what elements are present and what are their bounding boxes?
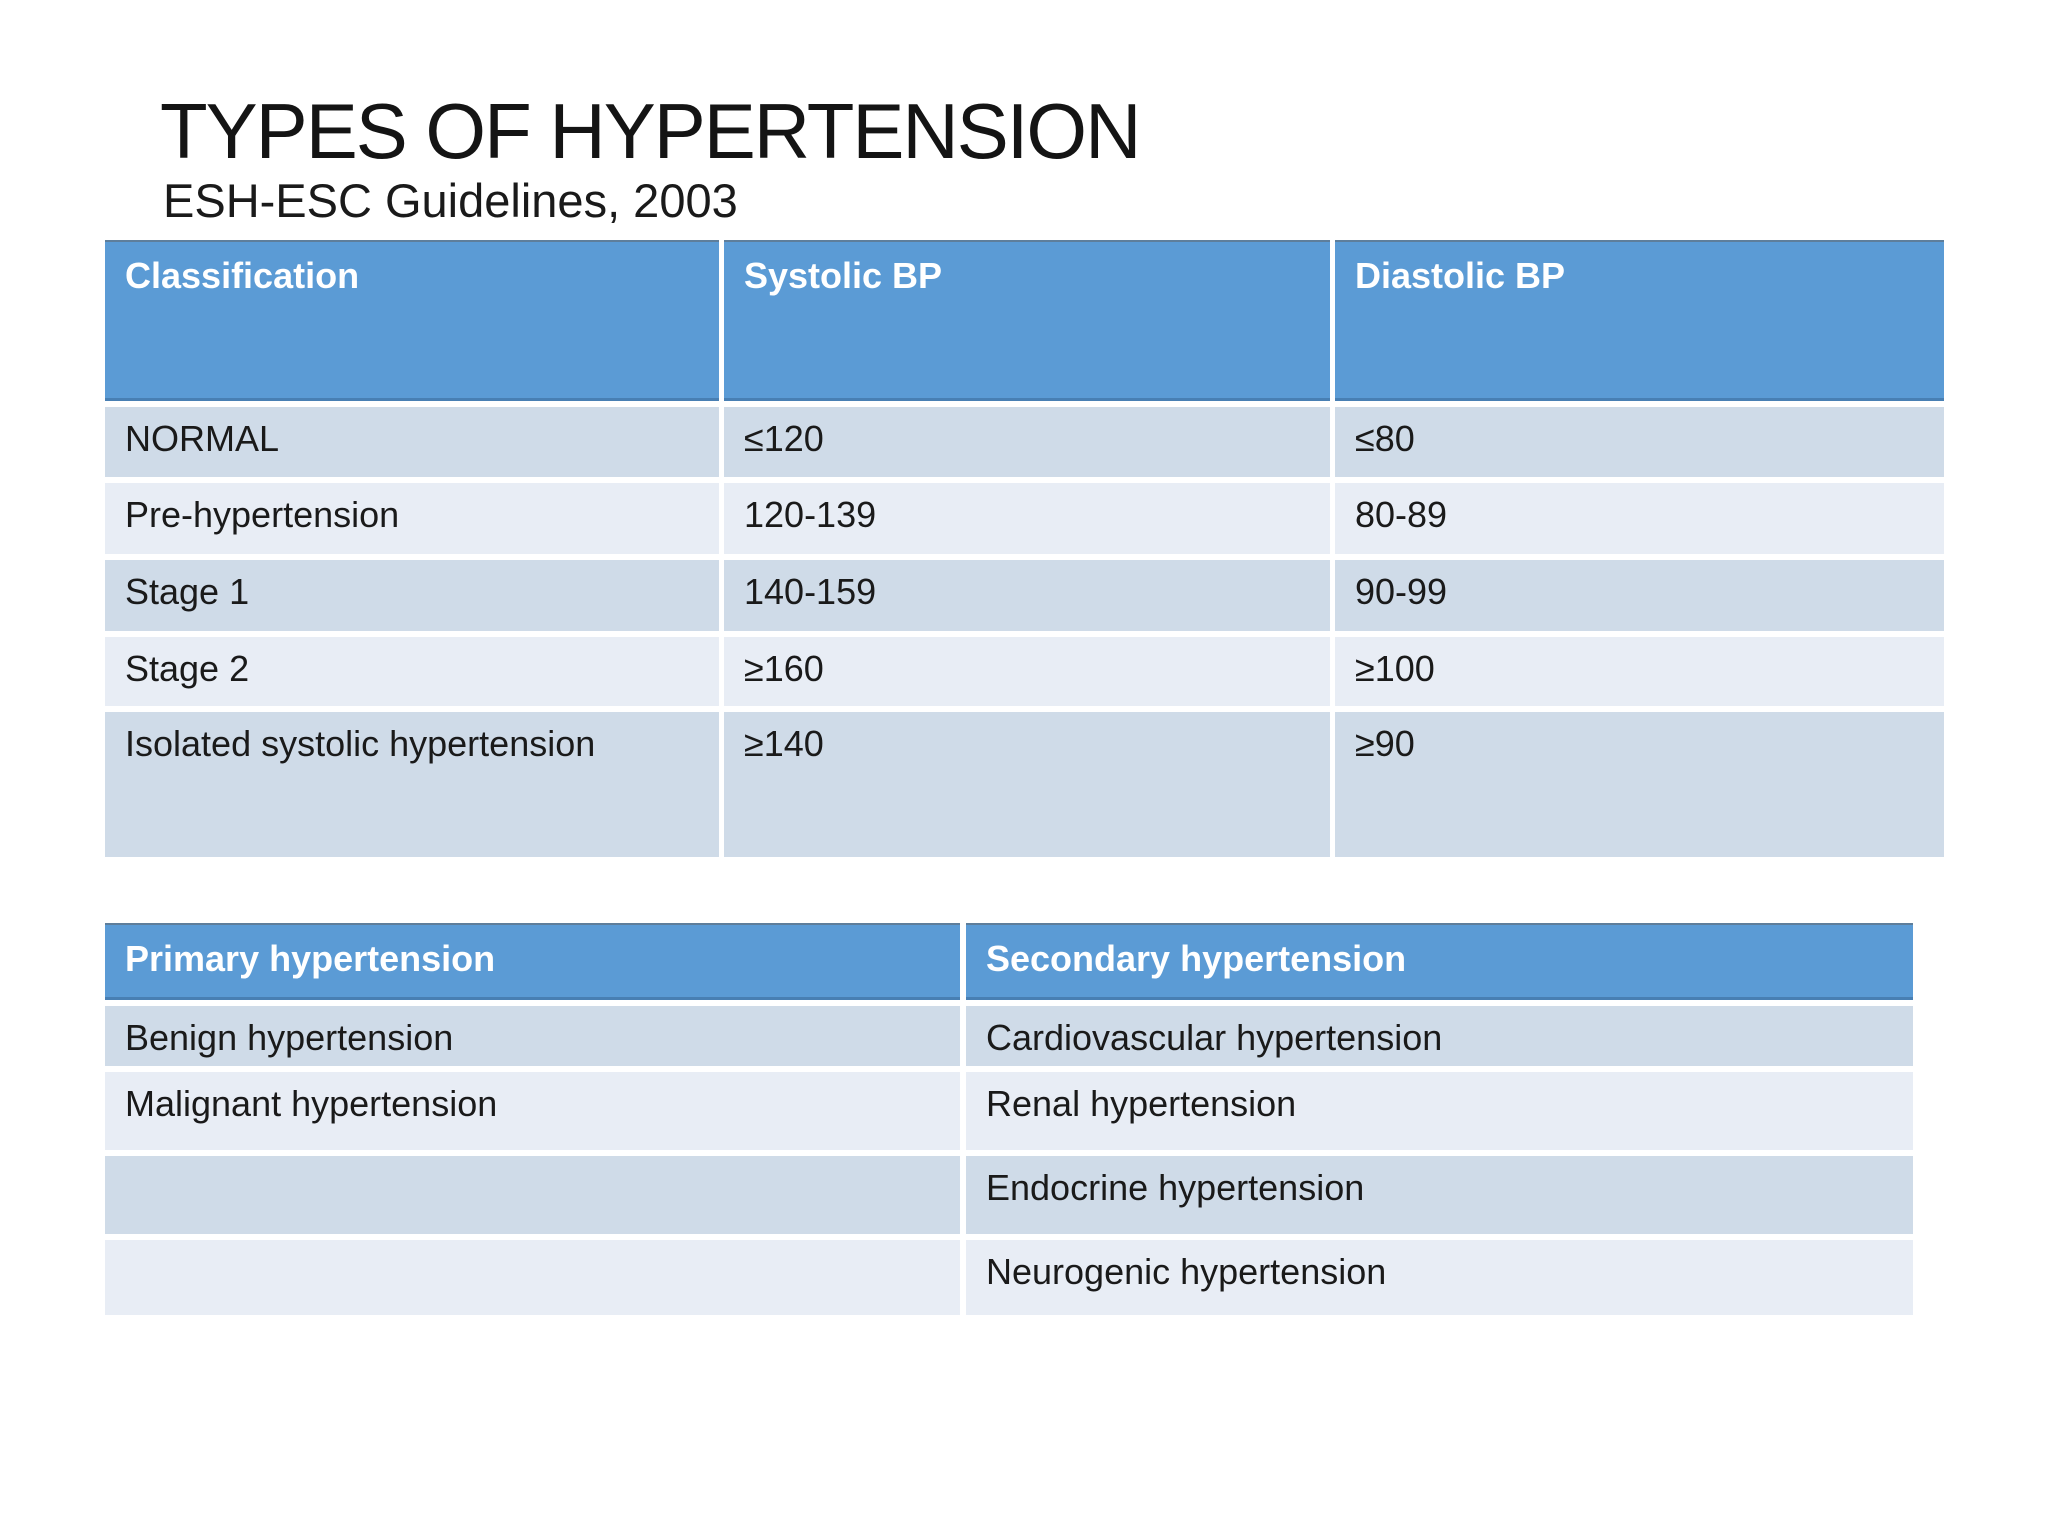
column-header-diastolic-bp: Diastolic BP bbox=[1335, 240, 1944, 401]
table-cell-systolic-stage1: 140-159 bbox=[724, 560, 1330, 631]
table-cell-secondary-neurogenic: Neurogenic hypertension bbox=[966, 1240, 1913, 1315]
bp-classification-table: Classification Systolic BP Diastolic BP … bbox=[105, 240, 1944, 857]
table-cell-primary-empty-2 bbox=[105, 1240, 960, 1315]
table-cell-classification-prehypertension: Pre-hypertension bbox=[105, 483, 719, 554]
table-cell-diastolic-prehypertension: 80-89 bbox=[1335, 483, 1944, 554]
slide-subtitle: ESH-ESC Guidelines, 2003 bbox=[163, 174, 738, 227]
table-cell-primary-empty-1 bbox=[105, 1156, 960, 1234]
table-cell-classification-isolated-systolic: Isolated systolic hypertension bbox=[105, 712, 719, 857]
hypertension-types-table: Primary hypertension Secondary hypertens… bbox=[105, 923, 1913, 1315]
table-cell-secondary-cardiovascular: Cardiovascular hypertension bbox=[966, 1006, 1913, 1066]
table-cell-systolic-isolated-systolic: ≥140 bbox=[724, 712, 1330, 857]
column-header-secondary-hypertension: Secondary hypertension bbox=[966, 923, 1913, 1000]
table-cell-diastolic-isolated-systolic: ≥90 bbox=[1335, 712, 1944, 857]
table-cell-secondary-endocrine: Endocrine hypertension bbox=[966, 1156, 1913, 1234]
table-cell-classification-stage1: Stage 1 bbox=[105, 560, 719, 631]
table-cell-primary-benign: Benign hypertension bbox=[105, 1006, 960, 1066]
table-cell-secondary-renal: Renal hypertension bbox=[966, 1072, 1913, 1150]
column-header-primary-hypertension: Primary hypertension bbox=[105, 923, 960, 1000]
slide-title: TYPES OF HYPERTENSION bbox=[160, 87, 1141, 176]
table-cell-primary-malignant: Malignant hypertension bbox=[105, 1072, 960, 1150]
table-cell-diastolic-stage1: 90-99 bbox=[1335, 560, 1944, 631]
table-cell-diastolic-normal: ≤80 bbox=[1335, 407, 1944, 477]
table-cell-classification-normal: NORMAL bbox=[105, 407, 719, 477]
table-cell-systolic-normal: ≤120 bbox=[724, 407, 1330, 477]
column-header-systolic-bp: Systolic BP bbox=[724, 240, 1330, 401]
table-cell-systolic-stage2: ≥160 bbox=[724, 637, 1330, 706]
table-cell-diastolic-stage2: ≥100 bbox=[1335, 637, 1944, 706]
table-cell-classification-stage2: Stage 2 bbox=[105, 637, 719, 706]
table-cell-systolic-prehypertension: 120-139 bbox=[724, 483, 1330, 554]
column-header-classification: Classification bbox=[105, 240, 719, 401]
